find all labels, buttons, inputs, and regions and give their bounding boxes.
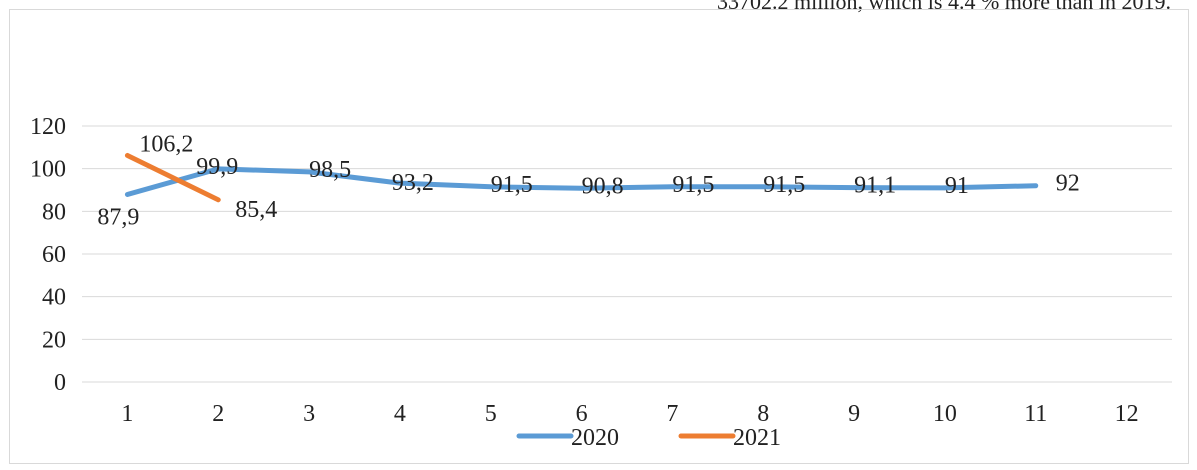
y-tick-label: 100 [30,157,66,183]
x-tick-label: 8 [757,401,769,427]
x-axis-tick-labels: 1 2 3 4 5 6 7 8 9 10 11 12 [121,401,1138,427]
data-label: 106,2 [139,131,193,157]
data-label: 87,9 [97,204,139,230]
y-tick-label: 60 [42,242,66,268]
chart-frame [9,9,1189,464]
y-tick-label: 0 [54,370,66,396]
x-tick-label: 6 [576,401,588,427]
legend-label: 2020 [571,425,619,451]
x-tick-label: 5 [485,401,497,427]
data-label: 91,5 [491,172,533,198]
data-label: 93,2 [392,170,434,196]
series-line-2020 [124,166,1039,197]
data-label: 91,5 [672,172,714,198]
data-label: 85,4 [235,197,277,223]
x-tick-label: 3 [303,401,315,427]
y-tick-label: 20 [42,327,66,353]
data-labels: 87,9 99,9 98,5 93,2 91,5 90,8 91,5 91,5 91,1 91 92… [97,131,1079,230]
data-label: 91 [945,173,969,199]
x-tick-label: 7 [666,401,678,427]
x-tick-label: 12 [1115,401,1139,427]
y-tick-label: 40 [42,285,66,311]
y-axis-tick-labels: 0 20 40 60 80 100 120 [30,114,66,396]
data-label: 91,1 [854,173,896,199]
x-tick-label: 2 [212,401,224,427]
top-caption-text: 33702.2 million, which is 4.4 % more tha… [716,0,1171,14]
gridlines [82,125,1172,383]
data-label: 92 [1056,171,1080,197]
data-label: 90,8 [582,173,624,199]
x-tick-label: 1 [121,401,133,427]
legend-label: 2021 [733,425,781,451]
y-tick-label: 120 [30,114,66,140]
data-label: 91,5 [763,172,805,198]
legend: 2020 2021 [516,425,781,451]
y-tick-label: 80 [42,199,66,225]
series-lines [124,152,1039,203]
x-tick-label: 11 [1024,401,1047,427]
data-label: 99,9 [196,154,238,180]
x-tick-label: 10 [933,401,957,427]
x-tick-label: 9 [848,401,860,427]
series-line-2021 [124,152,221,203]
data-label: 98,5 [309,157,351,183]
x-tick-label: 4 [394,401,406,427]
